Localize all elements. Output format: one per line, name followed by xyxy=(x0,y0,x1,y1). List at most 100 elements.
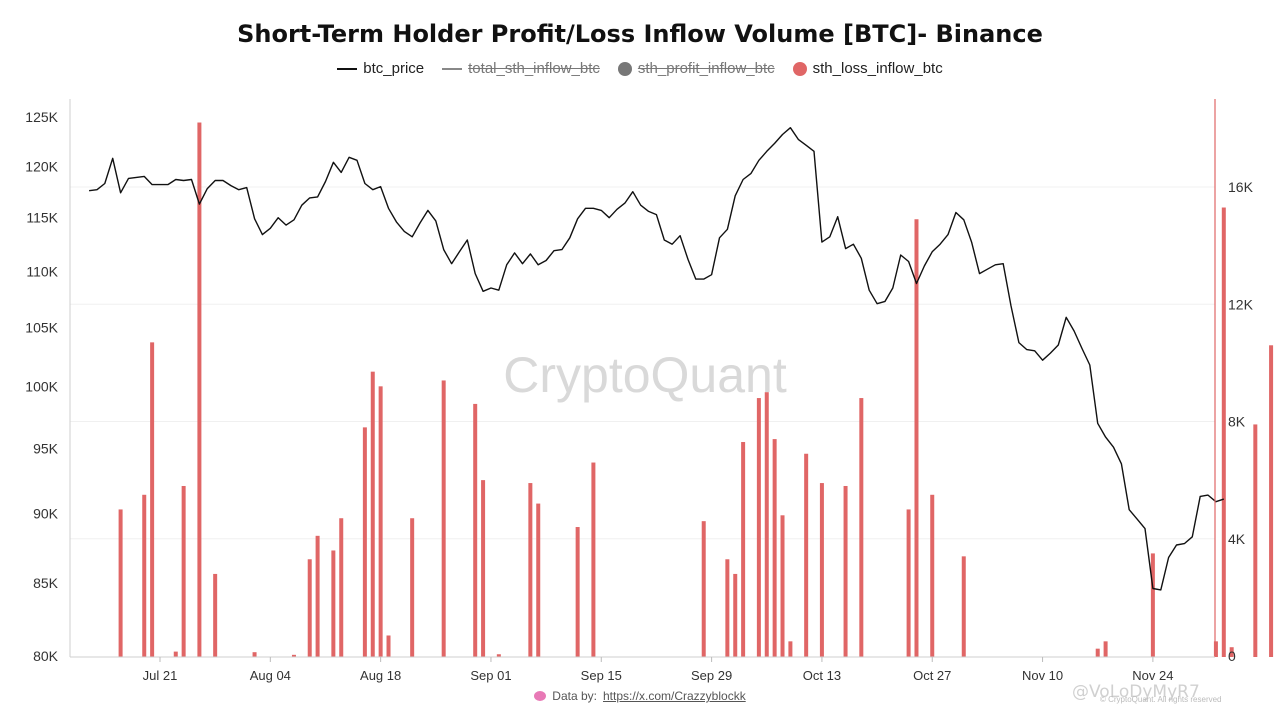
credit-link[interactable]: https://x.com/Crazzyblockk xyxy=(602,689,746,703)
legend-label: sth_loss_inflow_btc xyxy=(812,60,943,77)
y-left-tick-label: 80K xyxy=(33,648,59,664)
loss-inflow-bar xyxy=(1253,424,1258,657)
loss-inflow-bar xyxy=(496,654,501,657)
y-right-tick-label: 4K xyxy=(1228,531,1246,547)
legend-total-sth-inflow[interactable]: total_sth_inflow_btc xyxy=(442,60,600,77)
x-tick-label: Nov 10 xyxy=(1022,668,1063,683)
loss-inflow-bar xyxy=(701,521,706,657)
loss-inflow-bar xyxy=(1095,648,1100,657)
gridlines xyxy=(70,186,1215,540)
loss-inflow-bar xyxy=(725,559,730,657)
legend-btc-price[interactable]: btc_price xyxy=(337,60,424,77)
corner-watermark: @VoLoDyMyR7 xyxy=(1072,682,1200,702)
loss-inflow-bar xyxy=(118,509,123,657)
y-left-tick-label: 85K xyxy=(33,575,59,591)
x-tick-label: Sep 15 xyxy=(581,668,622,683)
dot-swatch-icon xyxy=(792,61,807,76)
loss-inflow-bar xyxy=(733,573,738,657)
loss-inflow-bar xyxy=(370,371,375,657)
loss-inflow-bar xyxy=(780,515,785,657)
drop-icon xyxy=(534,691,547,701)
legend-label: btc_price xyxy=(363,60,425,77)
x-tick-label: Aug 18 xyxy=(360,668,401,683)
y-left-tick-label: 95K xyxy=(33,440,59,456)
y-right-tick-label: 12K xyxy=(1228,296,1254,312)
btc-price-line xyxy=(89,126,1225,591)
y-left-tick-label: 120K xyxy=(25,158,58,174)
loss-inflow-bar xyxy=(756,398,761,657)
watermark-logo: CryptoQuant xyxy=(503,347,787,403)
y-left-tick-label: 90K xyxy=(33,506,59,522)
legend-sth-profit-inflow[interactable]: sth_profit_inflow_btc xyxy=(617,60,775,77)
x-tick-label: Jul 21 xyxy=(143,668,178,683)
loss-inflow-bar xyxy=(181,485,186,657)
loss-inflow-bar xyxy=(1269,345,1274,657)
loss-inflow-bar xyxy=(961,556,966,657)
x-tick-label: Sep 29 xyxy=(691,668,732,683)
loss-inflow-bar xyxy=(307,559,312,657)
line-swatch-icon xyxy=(337,67,358,70)
data-credit: Data by: https://x.com/Crazzyblockk xyxy=(0,689,1280,703)
loss-inflow-bar xyxy=(378,386,383,657)
y-left-tick-label: 100K xyxy=(25,379,58,395)
loss-inflow-bar xyxy=(843,485,848,657)
loss-inflow-bar xyxy=(291,654,296,657)
loss-inflow-bar xyxy=(473,403,478,657)
credit-prefix: Data by: xyxy=(552,689,597,703)
loss-inflow-bar xyxy=(410,518,415,657)
y-right-tick-label: 8K xyxy=(1228,414,1246,430)
loss-inflow-bar xyxy=(914,219,919,657)
chart-legend: btc_price total_sth_inflow_btc sth_profi… xyxy=(0,60,1280,77)
y-left-tick-label: 125K xyxy=(25,109,58,125)
loss-inflow-bar xyxy=(741,442,746,657)
loss-inflow-bar xyxy=(1221,207,1226,658)
y-left-tick-label: 115K xyxy=(26,210,58,226)
legend-label: sth_profit_inflow_btc xyxy=(637,60,775,77)
loss-inflow-bar xyxy=(819,483,824,657)
y-left-tick-label: 110K xyxy=(26,263,58,279)
loss-inflow-bar xyxy=(252,652,257,657)
x-tick-label: Aug 04 xyxy=(250,668,291,683)
loss-inflow-bar xyxy=(591,462,596,657)
loss-inflow-bar xyxy=(1213,641,1218,657)
loss-inflow-bar xyxy=(859,398,864,657)
loss-inflow-bar xyxy=(930,494,935,657)
loss-inflow-bar xyxy=(481,480,486,657)
loss-inflow-bar xyxy=(1229,647,1234,657)
loss-inflow-bar xyxy=(386,635,391,657)
loss-inflow-bar xyxy=(804,453,809,657)
loss-inflow-bar xyxy=(528,483,533,657)
loss-inflow-bar xyxy=(150,342,155,657)
loss-inflow-bar xyxy=(906,509,911,657)
loss-inflow-bar xyxy=(362,427,367,657)
loss-inflow-bar xyxy=(142,494,147,657)
loss-inflow-bar xyxy=(339,518,344,657)
axes: 80K 85K 90K 95K 100K 105K 110K 115K 120K 125K 0 4K 8… xyxy=(25,99,1254,683)
legend-label: total_sth_inflow_btc xyxy=(468,60,600,77)
y-left-tick-label: 105K xyxy=(25,320,58,336)
x-tick-label: Sep 01 xyxy=(470,668,511,683)
y-right-tick-label: 0 xyxy=(1228,648,1236,664)
loss-inflow-bar xyxy=(197,122,202,657)
loss-inflow-bar xyxy=(315,535,320,657)
loss-inflow-bar xyxy=(441,380,446,657)
copyright-note: © CryptoQuant. All rights reserved xyxy=(1100,695,1222,704)
y-right-tick-label: 16K xyxy=(1228,179,1254,195)
x-tick-label: Oct 27 xyxy=(913,668,951,683)
loss-inflow-bar xyxy=(575,527,580,657)
loss-inflow-bar xyxy=(1103,641,1108,657)
loss-inflow-bar xyxy=(772,439,777,657)
loss-inflow-bar xyxy=(173,651,178,657)
dot-swatch-icon xyxy=(617,61,632,76)
x-tick-label: Oct 13 xyxy=(803,668,841,683)
x-tick-label: Nov 24 xyxy=(1132,668,1173,683)
loss-inflow-bar xyxy=(213,573,218,657)
loss-inflow-bar xyxy=(331,550,336,657)
loss-inflow-bar xyxy=(788,641,793,657)
loss-inflow-bar xyxy=(1150,553,1155,657)
loss-inflow-bar xyxy=(764,392,769,657)
loss-inflow-bar xyxy=(536,503,541,657)
legend-sth-loss-inflow[interactable]: sth_loss_inflow_btc xyxy=(792,60,943,77)
loss-inflow-bars xyxy=(118,122,1274,658)
